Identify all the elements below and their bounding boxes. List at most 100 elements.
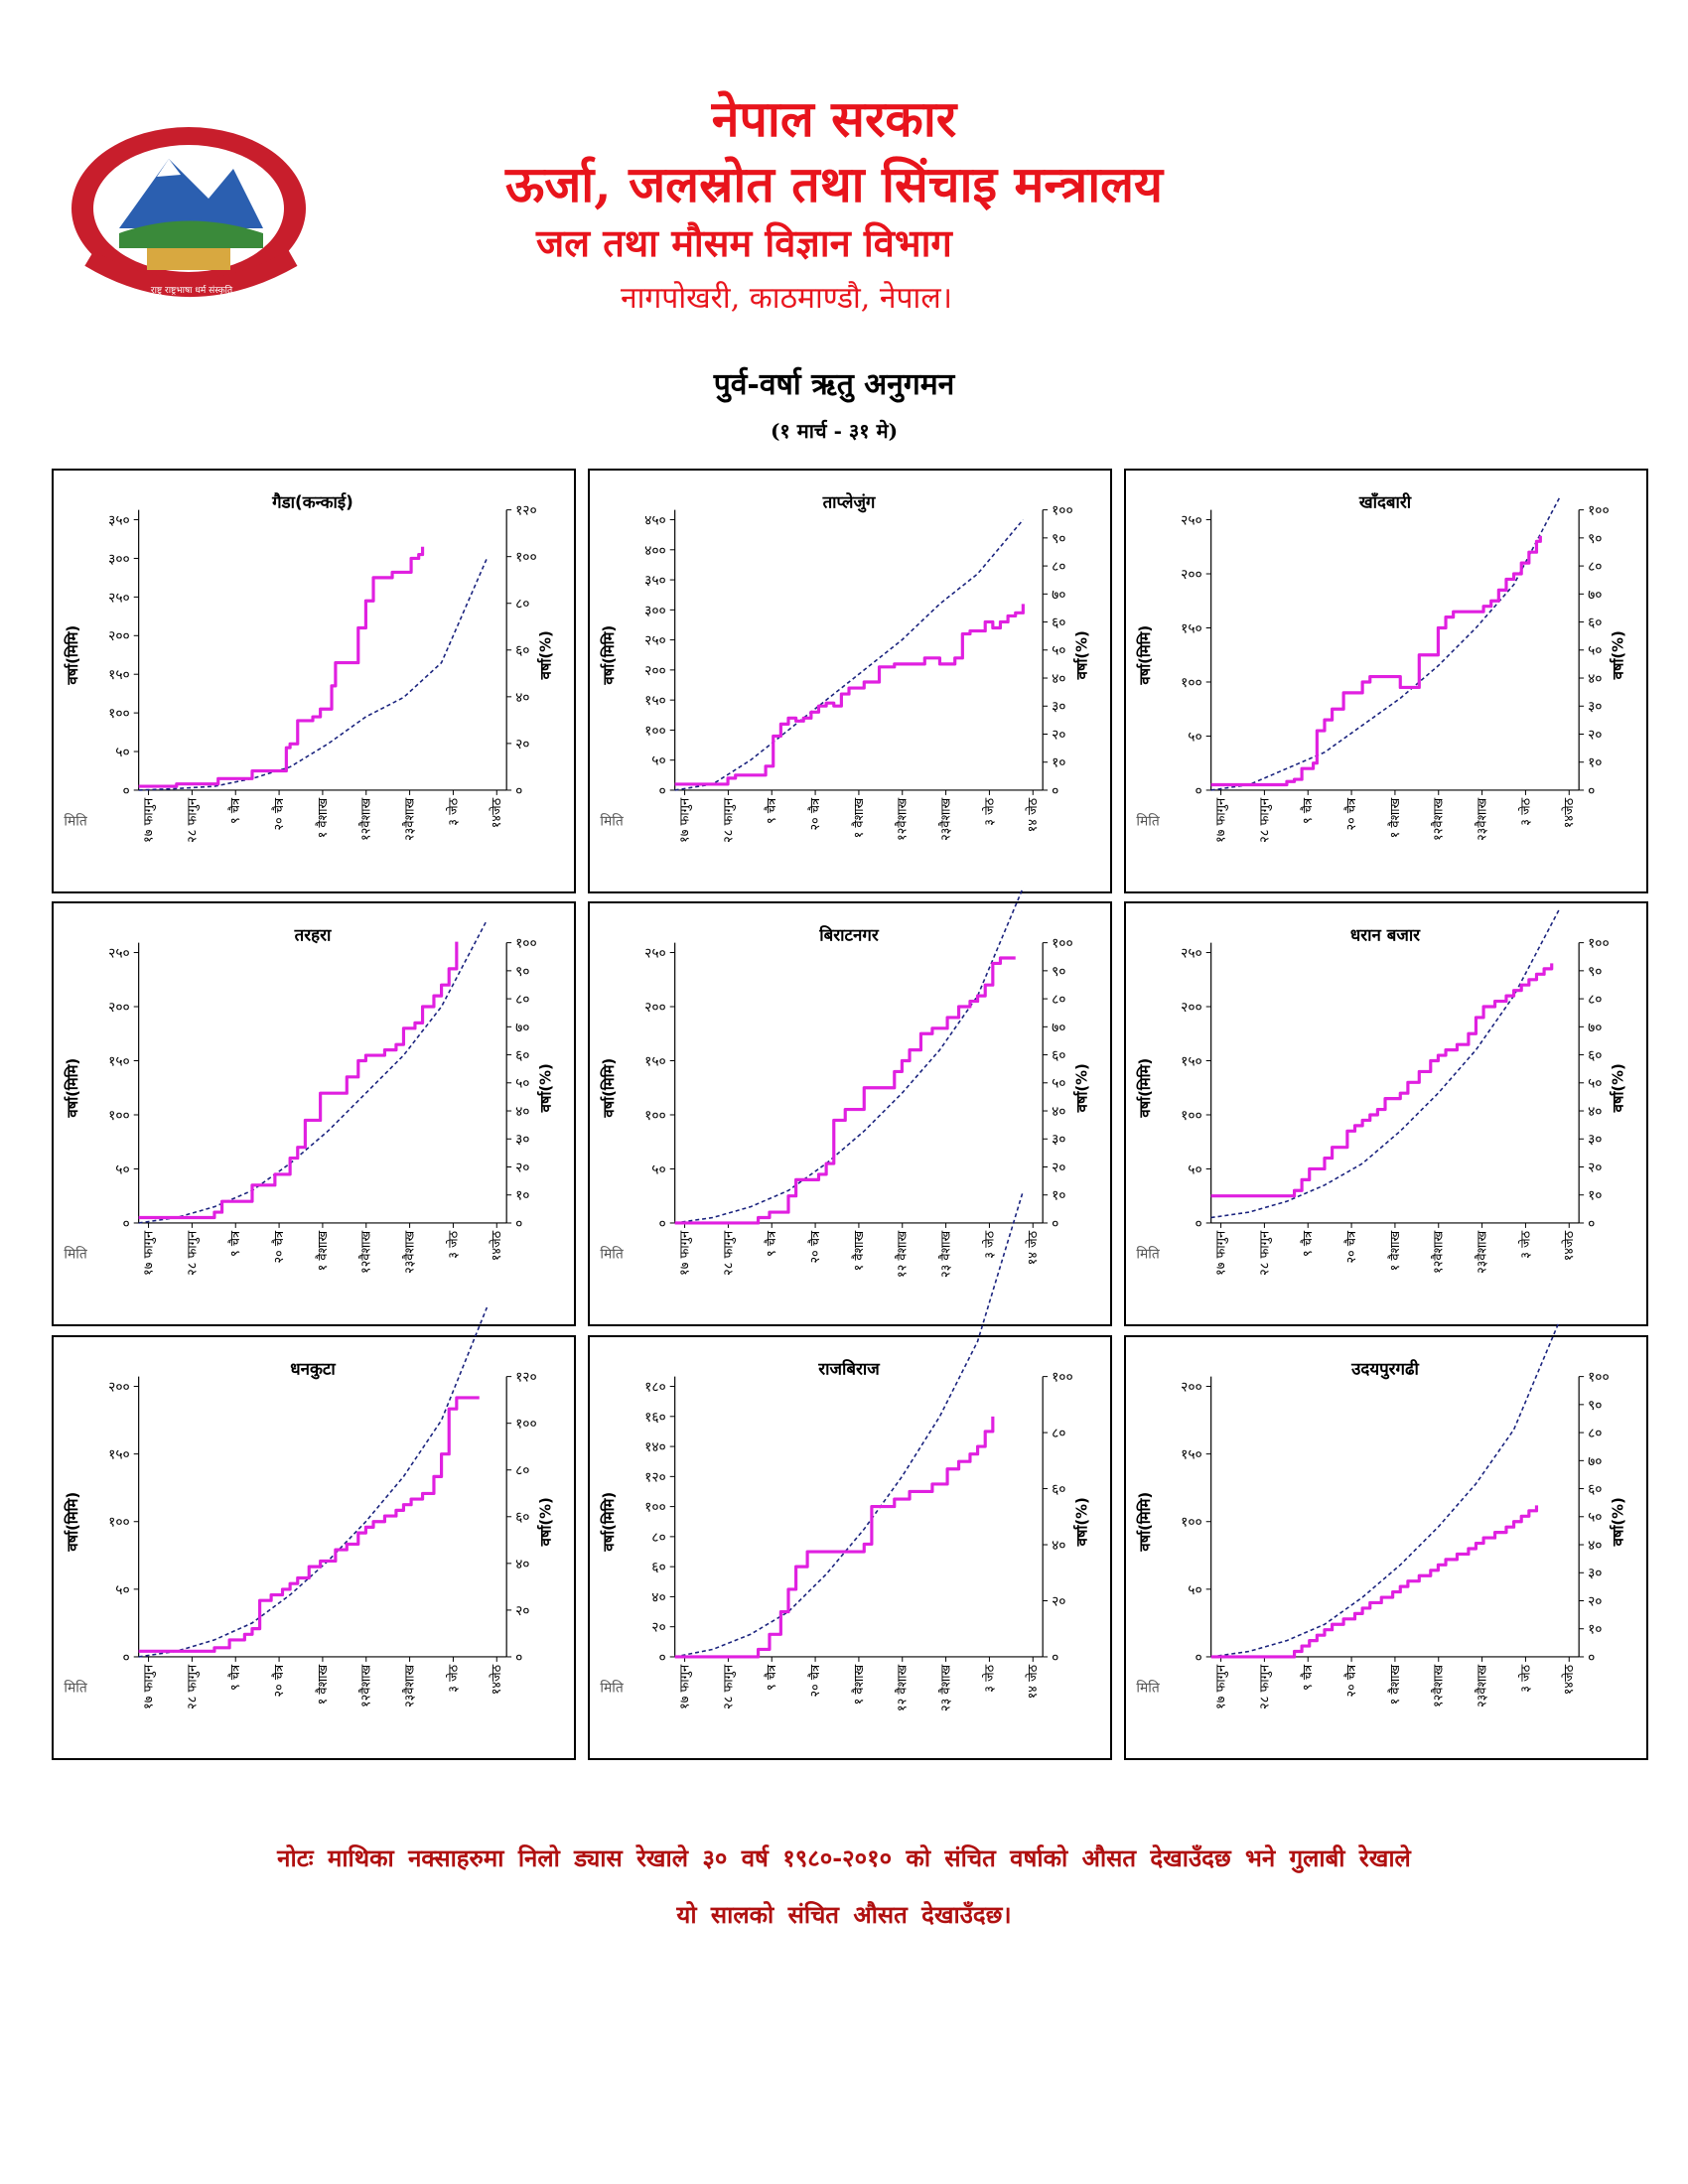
y-axis-label: वर्षा(मिमि)	[1136, 625, 1154, 686]
normal-series-line	[674, 519, 1024, 791]
y-tick-label: २००	[108, 1000, 130, 1016]
x-axis-label: मिति	[64, 813, 87, 830]
y-tick-label: २५०	[108, 945, 130, 961]
y2-tick-label: ८०	[1588, 559, 1602, 575]
y2-tick-label: ६०	[1052, 1048, 1065, 1064]
y2-tick-label: २०	[515, 1603, 529, 1619]
y2-tick-label: ३०	[1588, 699, 1602, 715]
y-tick-label: १६०	[644, 1410, 666, 1426]
x-axis-label: मिति	[1136, 1246, 1160, 1263]
x-tick-label: १४ जेठ	[1025, 1664, 1041, 1699]
y2-tick-label: १०	[1052, 755, 1065, 771]
normal-series-line	[1210, 497, 1561, 791]
y2-tick-label: ७०	[1588, 587, 1602, 603]
current-year-series-line	[674, 956, 1016, 1225]
x-tick-label: ३ जेठ	[445, 797, 461, 825]
y2-tick-label: ३०	[1052, 1132, 1065, 1148]
y2-tick-label: १००	[1588, 1370, 1610, 1386]
y2-tick-label: १००	[515, 1417, 537, 1433]
y-tick-label: ०	[1196, 783, 1202, 799]
y2-tick-label: ८०	[1588, 992, 1602, 1008]
y2-tick-label: ८०	[515, 597, 529, 613]
y-tick-label: १४०	[644, 1439, 666, 1455]
x-tick-label: १४जेठ	[489, 1230, 504, 1261]
x-tick-label: १ वैशाख	[851, 1664, 867, 1705]
chart-svg: राजबिराज०२०४०६०८०१००१२०१४०१६०१८००२०४०६०८…	[600, 1190, 1091, 1711]
y2-tick-label: ६०	[515, 643, 529, 659]
y-tick-label: १५०	[644, 693, 666, 709]
y2-tick-label: १००	[1052, 503, 1073, 519]
y-tick-label: २५०	[108, 590, 130, 606]
x-tick-label: १७ फागुन	[1214, 1230, 1229, 1276]
x-tick-label: ९ चैत्र	[227, 1664, 243, 1691]
chart-title: खाँदबारी	[1358, 492, 1412, 512]
y-tick-label: ३५०	[644, 573, 666, 589]
x-tick-label: २० चैत्र	[807, 1230, 823, 1264]
y-tick-label: ०	[123, 783, 130, 799]
x-tick-label: २० चैत्र	[1343, 797, 1359, 831]
chart-panel: धनकुटा ० ५० १०० १५० २०० ० २० ४० ६० ८० १०० १२० १७ फागु…	[52, 1306, 576, 1760]
y2-tick-label: ९०	[1052, 964, 1065, 980]
y-tick-label: २५०	[644, 633, 666, 649]
y2-tick-label: १२०	[515, 1370, 537, 1386]
x-tick-label: १४ जेठ	[1025, 797, 1041, 832]
x-tick-label: ३ जेठ	[445, 1230, 461, 1258]
chart-svg: धरान बजार ० ५० १०० १५० २०० २५० ० १० २० ३० ४० ५० ६० ७० ८…	[1136, 908, 1627, 1276]
y2-tick-label: ८०	[515, 1463, 529, 1479]
y2-tick-label: ५०	[1588, 1510, 1602, 1526]
x-tick-label: १२वैशाख	[1431, 1230, 1447, 1274]
x-tick-label: १ वैशाख	[851, 1230, 867, 1271]
y-tick-label: ४५०	[644, 512, 666, 528]
x-tick-label: १२वैशाख	[358, 1664, 374, 1707]
current-year-series-line	[674, 604, 1025, 786]
y2-axis-label: वर्षा(%)	[1073, 630, 1091, 680]
x-tick-label: २८ फागुन	[721, 1664, 736, 1709]
x-tick-label: १४जेठ	[1561, 1664, 1577, 1695]
chart-panel: ताप्लेजुंग ० ५० १०० १५० २०० २५० ३०० ३५० ४०० ४५० ० १०…	[588, 469, 1112, 893]
y2-tick-label: ६०	[1588, 1048, 1602, 1064]
x-tick-label: २३ वैशाख	[938, 1664, 954, 1711]
y-tick-label: १००	[108, 706, 130, 722]
y-tick-label: १००	[1181, 1108, 1202, 1124]
y-tick-label: ५०	[115, 745, 129, 760]
page-title: पुर्व-वर्षा ऋतु अनुगमन	[713, 367, 955, 402]
y2-axis-label: वर्षा(%)	[1073, 1063, 1091, 1113]
y-tick-label: ५०	[1188, 729, 1201, 745]
y2-tick-label: २०	[1052, 727, 1065, 743]
current-year-series-line	[138, 1396, 480, 1653]
y-tick-label: १५०	[644, 1053, 666, 1069]
x-tick-label: १४जेठ	[1561, 797, 1577, 828]
chart-title: उदयपुरगढी	[1350, 1359, 1419, 1380]
chart-title: धरान बजार	[1350, 925, 1421, 945]
y2-tick-label: १०	[1052, 1188, 1065, 1204]
x-tick-label: २८ फागुन	[185, 797, 200, 843]
chart-panel: खाँदबारी ० ५० १०० १५० २०० २५० ० १० २० ३० ४० ५० ६० ७० ८०…	[1124, 469, 1648, 893]
y-tick-label: ५०	[1188, 1582, 1201, 1598]
y-tick-label: ५०	[115, 1161, 129, 1177]
x-tick-label: २० चैत्र	[1343, 1230, 1359, 1264]
x-tick-label: २८ फागुन	[1257, 1230, 1272, 1276]
x-tick-label: ९ चैत्र	[1300, 797, 1316, 824]
y2-tick-label: ०	[1052, 1216, 1058, 1232]
y2-tick-label: ४०	[515, 1104, 529, 1120]
y2-tick-label: १००	[1052, 936, 1073, 952]
y-tick-label: २५०	[644, 945, 666, 961]
x-tick-label: १७ फागुन	[142, 1230, 157, 1276]
y-tick-label: २५०	[1181, 945, 1202, 961]
y-tick-label: ०	[123, 1216, 130, 1232]
y-axis-label: वर्षा(मिमि)	[600, 1492, 618, 1553]
y2-tick-label: ८०	[1052, 559, 1065, 575]
y-tick-label: १००	[644, 1108, 666, 1124]
chart-panel: उदयपुरगढी ० ५० १०० १५० २०० ० १० २० ३० ४० ५० ६० ७० ८० ९०…	[1124, 1320, 1648, 1760]
y-tick-label: १५०	[108, 1053, 130, 1069]
y-tick-label: ५०	[115, 1582, 129, 1598]
chart-svg: बिराटनगर ० ५० १०० १५० २०० २५० ० १० २० ३० ४० ५० ६० ७० ८०…	[600, 887, 1091, 1278]
y2-tick-label: ९०	[1588, 1398, 1602, 1414]
y-tick-label: २००	[644, 1000, 666, 1016]
y2-tick-label: ९०	[515, 964, 529, 980]
x-tick-label: २० चैत्र	[271, 1230, 287, 1264]
y2-tick-label: ४०	[1052, 1538, 1065, 1554]
y-axis-label: वर्षा(मिमि)	[64, 1492, 81, 1553]
x-tick-label: २८ फागुन	[721, 797, 736, 843]
chart-svg: उदयपुरगढी ० ५० १०० १५० २०० ० १० २० ३० ४० ५० ६० ७० ८० ९०…	[1136, 1320, 1627, 1709]
